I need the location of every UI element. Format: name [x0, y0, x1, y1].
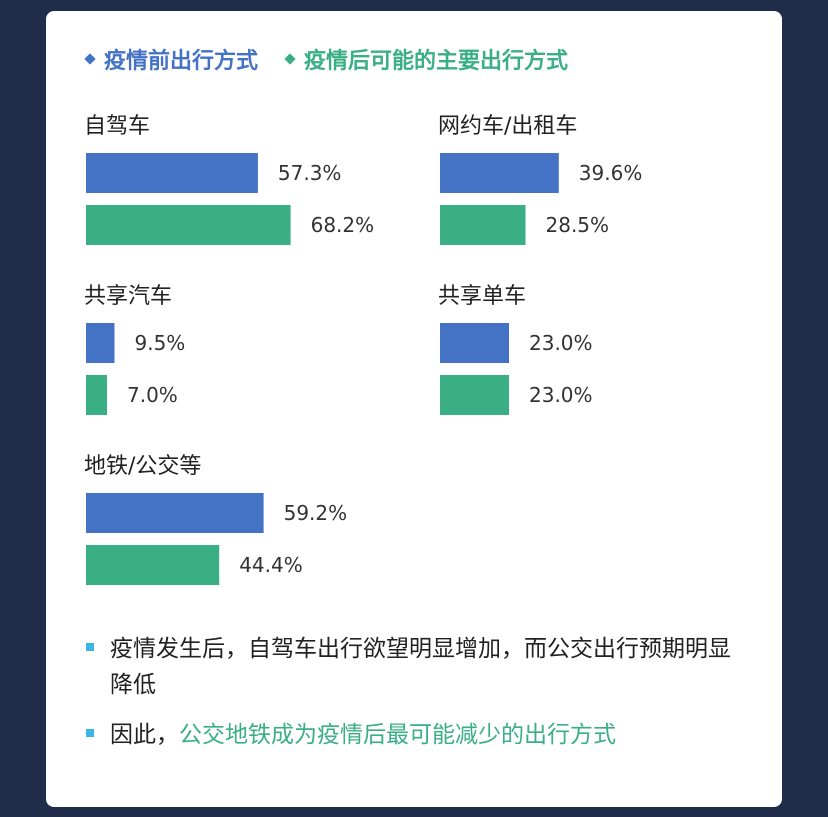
bar-after — [86, 375, 107, 415]
legend-label-after: 疫情后可能的主要出行方式 — [304, 49, 569, 74]
data-label-before: 9.5% — [135, 331, 186, 355]
note-2-text: 因此，公交地铁成为疫情后最可能减少的出行方式 — [110, 717, 616, 753]
legend: 疫情前出行方式 疫情后可能的主要出行方式 — [84, 41, 596, 77]
square-bullet-icon — [86, 729, 94, 737]
bar-before — [86, 153, 258, 193]
note-1-text: 疫情发生后，自驾车出行欲望明显增加，而公交出行预期明显降低 — [110, 636, 731, 698]
note-2-prefix: 因此， — [110, 722, 179, 748]
bar-before — [86, 493, 264, 533]
note-1: 疫情发生后，自驾车出行欲望明显增加，而公交出行预期明显降低 — [86, 631, 746, 703]
legend-item-before: 疫情前出行方式 — [84, 43, 259, 75]
bar-before — [440, 323, 509, 363]
notes: 疫情发生后，自驾车出行欲望明显增加，而公交出行预期明显降低 因此，公交地铁成为疫… — [86, 631, 746, 767]
square-bullet-icon — [86, 643, 94, 651]
note-2: 因此，公交地铁成为疫情后最可能减少的出行方式 — [86, 717, 746, 753]
data-label-before: 23.0% — [529, 331, 593, 355]
bar-after — [86, 205, 291, 245]
data-label-after: 23.0% — [529, 383, 593, 407]
data-label-before: 57.3% — [278, 161, 342, 185]
category-title: 网约车/出租车 — [438, 114, 577, 139]
data-label-after: 68.2% — [311, 213, 375, 237]
bar-before — [440, 153, 559, 193]
bar-before — [86, 323, 115, 363]
category-title: 共享单车 — [438, 284, 526, 309]
bar-after — [440, 205, 526, 245]
category-title: 共享汽车 — [84, 284, 172, 309]
data-label-before: 59.2% — [284, 501, 348, 525]
bar-after — [440, 375, 509, 415]
note-2-highlight: 公交地铁成为疫情后最可能减少的出行方式 — [179, 722, 616, 748]
chart-card: 疫情前出行方式 疫情后可能的主要出行方式 自驾车 57.3% 68.2% 网约车/出租… — [46, 11, 782, 807]
data-label-after: 28.5% — [546, 213, 610, 237]
category-title: 自驾车 — [84, 114, 150, 139]
legend-item-after: 疫情后可能的主要出行方式 — [284, 43, 569, 75]
legend-label-before: 疫情前出行方式 — [104, 49, 259, 74]
category-title: 地铁/公交等 — [84, 454, 201, 479]
data-label-after: 44.4% — [239, 553, 303, 577]
data-label-before: 39.6% — [579, 161, 643, 185]
bar-after — [86, 545, 220, 585]
data-label-after: 7.0% — [127, 383, 178, 407]
